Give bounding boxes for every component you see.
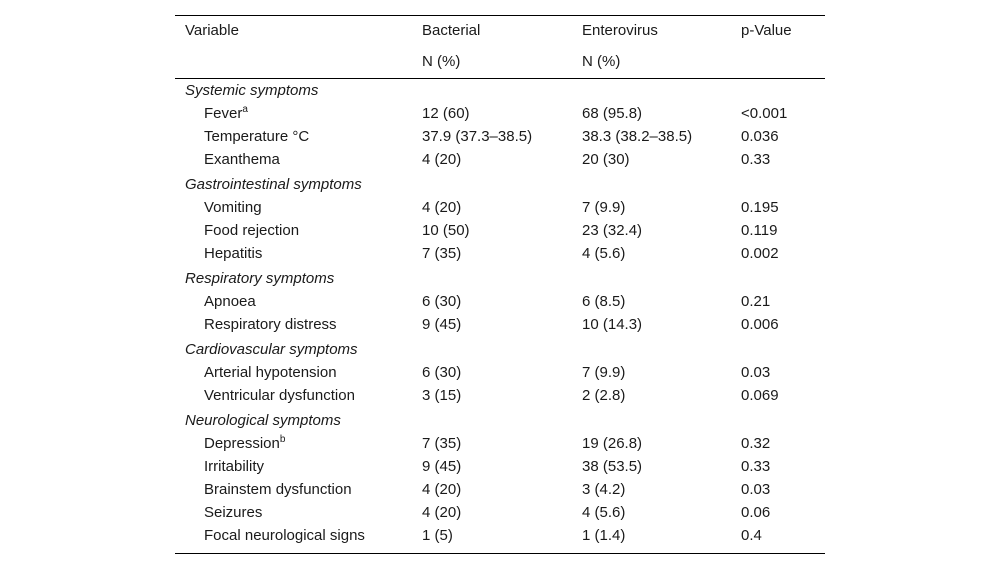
cell: 6 (30) (422, 293, 462, 310)
cell: 0.195 (741, 199, 779, 216)
row-label: Temperature °C (204, 127, 309, 147)
bottom-rule (175, 553, 825, 554)
cell: 1 (1.4) (582, 527, 626, 544)
row-label-text: Respiratory distress (204, 316, 337, 333)
row-label: Vomiting (204, 198, 262, 218)
section-title: Respiratory symptoms (185, 270, 335, 287)
row-label: Irritability (204, 457, 264, 477)
top-rule (175, 15, 825, 16)
cell: 10 (14.3) (582, 316, 643, 333)
cell: 7 (35) (422, 435, 462, 452)
column-header: Enterovirus (582, 22, 658, 39)
cell: 4 (5.6) (582, 504, 626, 521)
cell: 7 (9.9) (582, 199, 626, 216)
section-title: Gastrointestinal symptoms (185, 176, 362, 193)
row-label-text: Irritability (204, 458, 265, 475)
cell: 4 (20) (422, 199, 462, 216)
row-label-text: Apnoea (204, 293, 256, 310)
cell: 9 (45) (422, 316, 462, 333)
section-title: Cardiovascular symptoms (185, 341, 358, 358)
row-label: Respiratory distress (204, 315, 337, 335)
row-label-text: Arterial hypotension (204, 364, 337, 381)
row-label-text: Ventricular dysfunction (204, 387, 355, 404)
cell: 9 (45) (422, 458, 462, 475)
row-label: Focal neurological signs (204, 526, 365, 546)
row-label-text: Focal neurological signs (204, 527, 365, 544)
cell: 38 (53.5) (582, 458, 643, 475)
cell: 3 (4.2) (582, 481, 626, 498)
cell: 0.036 (741, 128, 779, 145)
cell: 0.006 (741, 316, 779, 333)
column-header: Variable (185, 22, 239, 39)
row-label: Brainstem dysfunction (204, 480, 352, 500)
row-label-text: Exanthema (204, 151, 280, 168)
cell: 4 (5.6) (582, 245, 626, 262)
cell: 12 (60) (422, 105, 470, 122)
row-label: Hepatitis (204, 244, 262, 264)
cell: 0.002 (741, 245, 779, 262)
row-label-text: Vomiting (204, 199, 262, 216)
row-label-text: Temperature °C (204, 128, 310, 145)
row-label-text: Food rejection (204, 222, 300, 239)
row-label: Food rejection (204, 221, 299, 241)
row-label-text: Seizures (204, 504, 263, 521)
cell: 0.069 (741, 387, 779, 404)
cell: 3 (15) (422, 387, 462, 404)
cell: 37.9 (37.3–38.5) (422, 128, 533, 145)
cell: 7 (9.9) (582, 364, 626, 381)
row-label: Ventricular dysfunction (204, 386, 355, 406)
cell: 10 (50) (422, 222, 470, 239)
cell: 0.03 (741, 364, 771, 381)
section-title: Neurological symptoms (185, 412, 341, 429)
cell: 20 (30) (582, 151, 630, 168)
row-label: Depressionb (204, 434, 285, 454)
cell: 38.3 (38.2–38.5) (582, 128, 693, 145)
cell: 0.03 (741, 481, 771, 498)
cell: 0.119 (741, 222, 778, 239)
cell: 0.21 (741, 293, 771, 310)
row-label-text: Depression (204, 435, 280, 452)
cell: 0.4 (741, 527, 762, 544)
cell: 6 (8.5) (582, 293, 626, 310)
cell: 23 (32.4) (582, 222, 643, 239)
row-label-text: Fever (204, 105, 243, 122)
row-label: Arterial hypotension (204, 363, 337, 383)
row-label-text: Hepatitis (204, 245, 263, 262)
column-header: p-Value (741, 22, 792, 39)
section-title: Systemic symptoms (185, 82, 319, 99)
footnote-mark: b (279, 434, 286, 445)
row-label: Seizures (204, 503, 262, 523)
cell: 0.33 (741, 458, 771, 475)
cell: 1 (5) (422, 527, 453, 544)
cell: 0.32 (741, 435, 771, 452)
column-subheader: N (%) (422, 53, 461, 70)
cell: 6 (30) (422, 364, 462, 381)
header-rule (175, 78, 825, 79)
column-header: Bacterial (422, 22, 481, 39)
cell: 19 (26.8) (582, 435, 643, 452)
column-subheader: N (%) (582, 53, 621, 70)
cell: 2 (2.8) (582, 387, 626, 404)
row-label: Fevera (204, 104, 248, 124)
cell: 4 (20) (422, 504, 462, 521)
cell: 68 (95.8) (582, 105, 643, 122)
row-label: Apnoea (204, 292, 256, 312)
row-label-text: Brainstem dysfunction (204, 481, 352, 498)
cell: 7 (35) (422, 245, 462, 262)
cell: 4 (20) (422, 481, 462, 498)
cell: <0.001 (741, 105, 788, 122)
cell: 0.06 (741, 504, 771, 521)
cell: 4 (20) (422, 151, 462, 168)
footnote-mark: a (242, 104, 248, 115)
cell: 0.33 (741, 151, 771, 168)
row-label: Exanthema (204, 150, 280, 170)
